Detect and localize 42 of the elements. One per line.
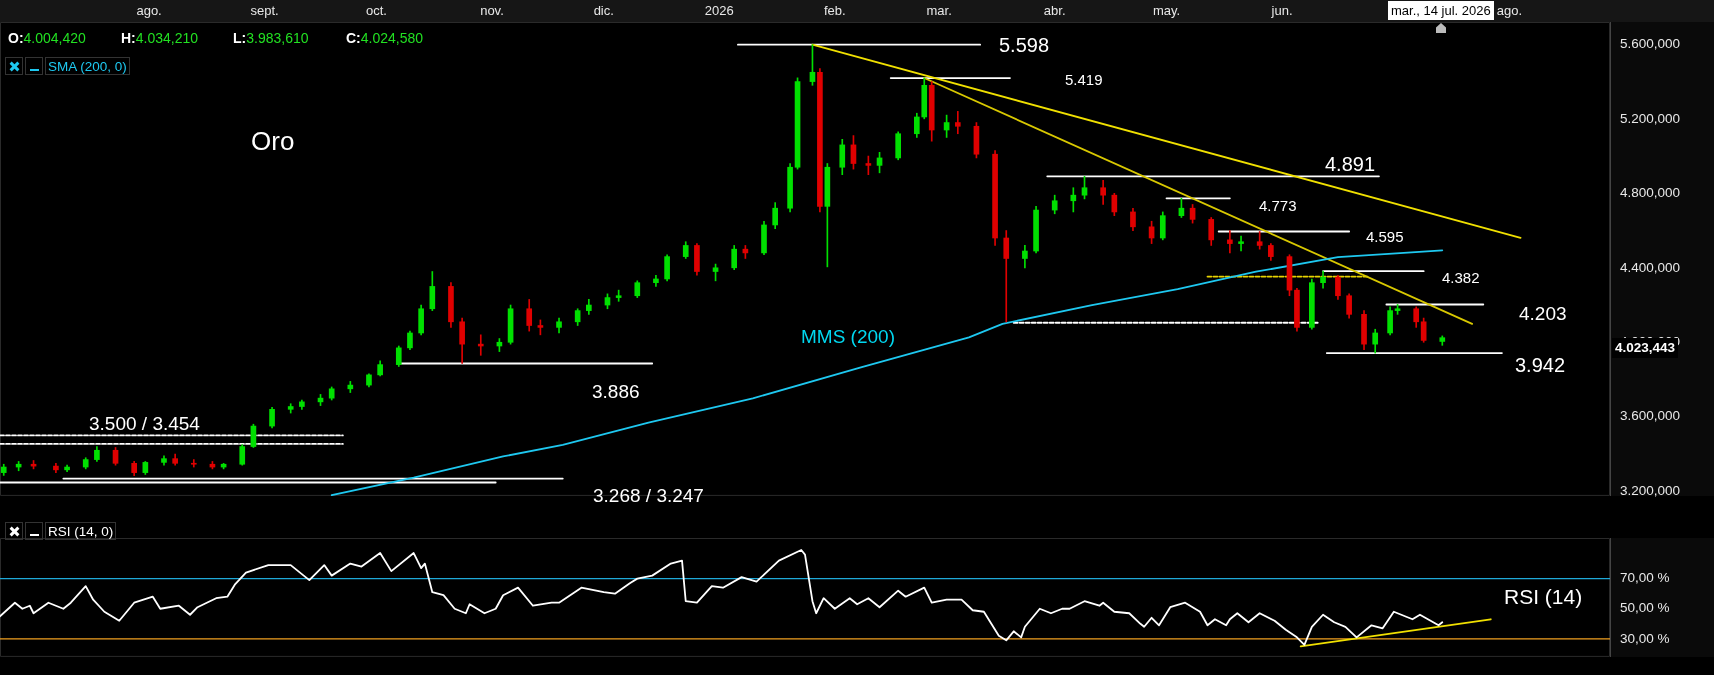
x-tick-label: sept. (250, 2, 279, 18)
annotation: L:3.983,610 (233, 30, 309, 46)
annotation: 5.419 (1065, 71, 1103, 89)
x-tick-label: may. (1152, 2, 1181, 18)
x-tick-label: mar. (926, 2, 952, 18)
y-tick-label: 5.600,000 (1620, 36, 1681, 52)
y-tick-label: 5.200,000 (1620, 110, 1681, 126)
y-tick-label: 3.200,000 (1620, 482, 1681, 498)
x-tick-label: oct. (365, 2, 387, 18)
y-tick-label: 70,00 % (1620, 570, 1670, 586)
y-tick-label: 30,00 % (1620, 630, 1670, 646)
annotation: SMA (200, 0) (45, 57, 130, 75)
y-tick-label: 4.400,000 (1620, 259, 1681, 275)
annotation: 5.598 (999, 33, 1050, 57)
annotation: Oro (251, 126, 295, 157)
annotation: 3.942 (1515, 353, 1566, 377)
x-tick-label: ago. (1496, 2, 1523, 18)
annotation: 3.886 (592, 380, 640, 403)
x-tick-label: dic. (593, 2, 614, 18)
y-tick-label: 50,00 % (1620, 600, 1670, 616)
text: mar., 14 jul. 2026 (1388, 1, 1494, 20)
annotation: 3.500 / 3.454 (89, 412, 200, 435)
annotation: 3.268 / 3.247 (593, 484, 704, 507)
annotation: 4.773 (1259, 197, 1297, 215)
y-tick-label: 4.800,000 (1620, 185, 1681, 201)
x-tick-label: feb. (823, 2, 846, 18)
annotation: RSI (14, 0) (45, 522, 117, 540)
annotation: 4.595 (1366, 228, 1404, 246)
annotation: O:4.004,420 (8, 30, 86, 46)
x-tick-label: ago. (136, 2, 162, 18)
annotation: 4.382 (1442, 269, 1480, 287)
annotation: C:4.024,580 (346, 30, 424, 46)
x-tick-label: nov. (480, 2, 504, 18)
annotation: 4.891 (1325, 152, 1376, 176)
annotation: RSI (14) (1504, 584, 1583, 609)
annotation: MMS (200) (801, 325, 895, 348)
y-tick-label: 3.600,000 (1620, 408, 1681, 424)
x-tick-label: abr. (1043, 2, 1066, 18)
x-tick-label: jun. (1270, 2, 1293, 18)
annotation: H:4.034,210 (121, 30, 199, 46)
x-tick-label: 2026 (704, 2, 734, 18)
annotation: 4.203 (1519, 302, 1567, 325)
